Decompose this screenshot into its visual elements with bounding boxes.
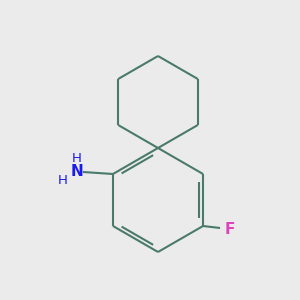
Text: F: F (225, 223, 235, 238)
Text: N: N (70, 164, 83, 178)
Text: H: H (58, 175, 68, 188)
Text: H: H (72, 152, 82, 166)
